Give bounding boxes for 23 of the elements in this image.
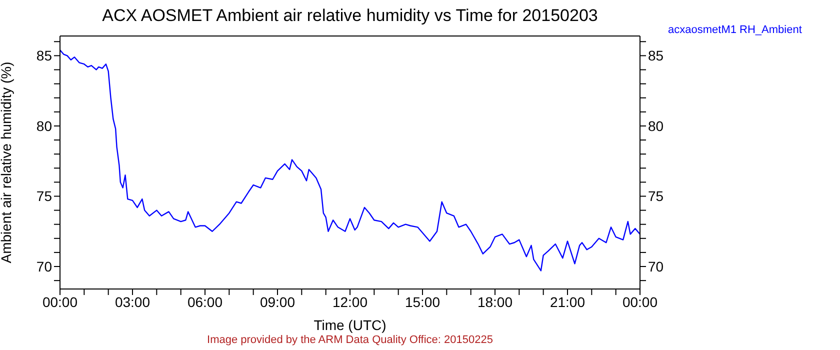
y2-tick-label: 80: [648, 118, 664, 134]
x-tick-label: 15:00: [404, 294, 440, 310]
x-tick-label: 00:00: [42, 294, 78, 310]
y-tick-label: 80: [36, 118, 52, 134]
y-tick-label: 75: [36, 188, 52, 204]
text: Image provided by the ARM Data Quality Office: 20150225: [206, 334, 494, 346]
x-tick-label: 03:00: [114, 294, 150, 310]
y-tick-label: 85: [36, 48, 52, 64]
text: acxaosmetM1 RH_Ambient: [668, 24, 802, 36]
line-series: [60, 49, 640, 272]
x-tick-label: 18:00: [477, 294, 513, 310]
y-tick-label: 70: [36, 258, 52, 274]
y2-tick-label: 85: [648, 48, 664, 64]
x-tick-label: 06:00: [187, 294, 223, 310]
y2-tick-label: 75: [648, 188, 664, 204]
x-tick-label: 00:00: [622, 294, 658, 310]
y-axis-title: Ambient air relative humidity (%): [0, 62, 14, 264]
x-axis-title: Time (UTC): [314, 317, 386, 333]
x-tick-label: 21:00: [550, 294, 586, 310]
chart-title: ACX AOSMET Ambient air relative humidity vs Time for 20150203: [101, 6, 599, 26]
y2-tick-label: 70: [648, 258, 664, 274]
x-tick-label: 12:00: [332, 294, 368, 310]
x-tick-label: 09:00: [260, 294, 296, 310]
